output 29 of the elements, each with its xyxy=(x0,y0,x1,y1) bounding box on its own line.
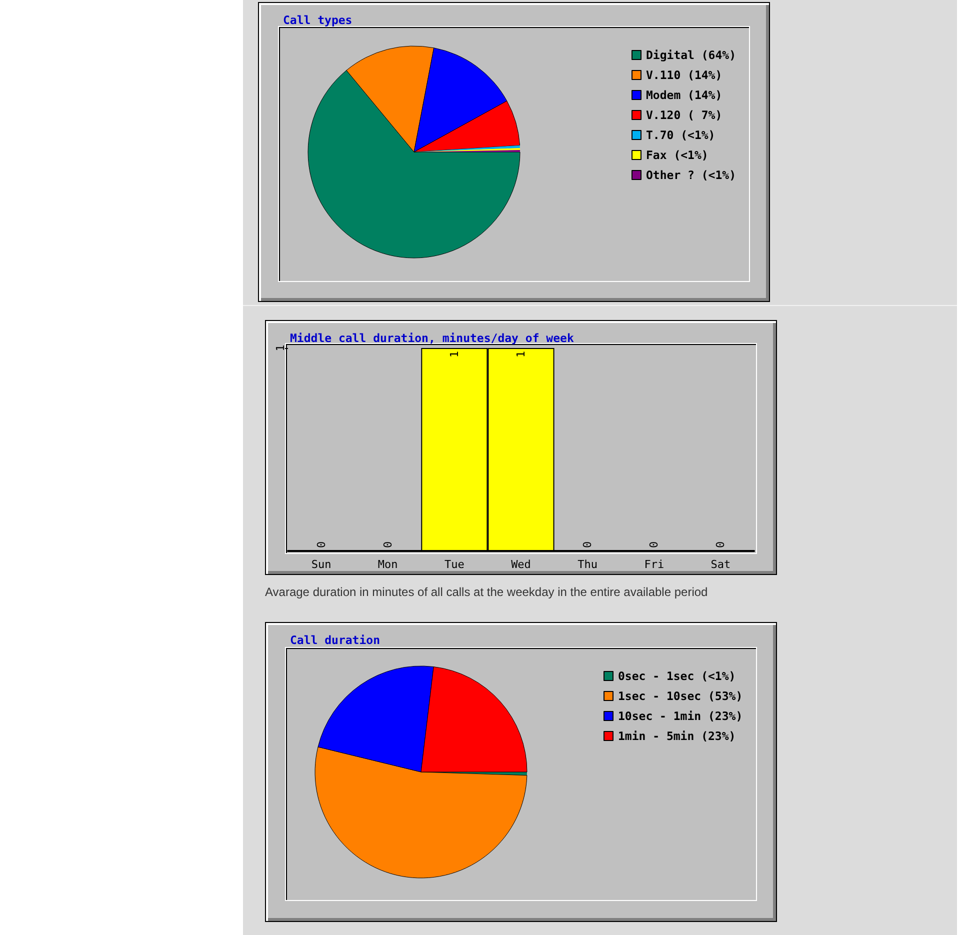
chart-title: Call types xyxy=(283,13,352,27)
x-tick-label: Wed xyxy=(511,558,531,571)
chart-title: Middle call duration, minutes/day of week xyxy=(290,331,574,345)
x-tick-label: Mon xyxy=(378,558,398,571)
data-label: 0 xyxy=(648,541,661,548)
data-label: 0 xyxy=(581,541,594,548)
x-tick-label: Sun xyxy=(311,558,332,571)
legend-label: V.120 ( 7%) xyxy=(646,108,722,122)
data-label: 0 xyxy=(714,541,728,548)
legend-label: 1sec - 10sec (53%) xyxy=(618,689,743,703)
legend-label: V.110 (14%) xyxy=(646,68,722,82)
text: Avarage duration in minutes of all calls at the weekday in the entire available period xyxy=(265,585,708,599)
x-tick-label: Fri xyxy=(644,558,664,571)
x-tick-label: Sat xyxy=(710,558,731,571)
legend-label: Modem (14%) xyxy=(646,88,722,102)
legend-label: 10sec - 1min (23%) xyxy=(618,709,743,723)
legend-label: Fax (<1%) xyxy=(646,148,708,162)
x-tick-label: Thu xyxy=(578,558,598,571)
data-label: 1 xyxy=(514,351,528,358)
legend-label: 0sec - 1sec (<1%) xyxy=(618,669,736,683)
legend-label: Other ? (<1%) xyxy=(646,168,736,182)
data-label: 0 xyxy=(381,541,394,548)
legend-label: Digital (64%) xyxy=(646,48,736,62)
chart-title: Call duration xyxy=(290,633,380,647)
legend-label: 1min - 5min (23%) xyxy=(618,729,736,743)
data-label: 1 xyxy=(448,351,461,358)
data-label: 0 xyxy=(314,541,328,548)
x-tick-label: Tue xyxy=(444,558,464,571)
legend-label: T.70 (<1%) xyxy=(646,128,716,142)
